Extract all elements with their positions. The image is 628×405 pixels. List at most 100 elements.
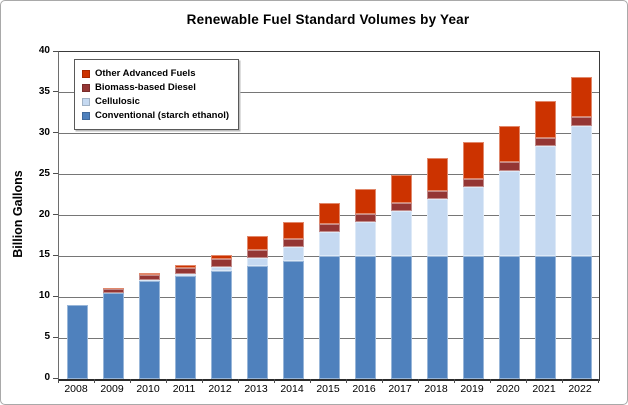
bar-segment: [534, 146, 556, 257]
y-tick-label: 15: [38, 249, 50, 261]
x-tick-label: 2015: [316, 383, 340, 395]
bar-2008: [66, 305, 88, 379]
bar-segment: [498, 170, 520, 257]
bar-segment: [390, 256, 412, 379]
x-tick-mark: [237, 379, 239, 383]
bar-2012: [210, 254, 232, 379]
bar-segment: [138, 273, 160, 275]
x-tick-mark: [597, 379, 599, 383]
bar-2018: [426, 158, 448, 379]
bar-segment: [138, 274, 160, 281]
bar-segment: [570, 117, 592, 126]
x-tick-label: 2009: [100, 383, 124, 395]
y-tick-mark: [53, 377, 58, 379]
bar-segment: [534, 101, 556, 138]
bar-segment: [426, 256, 448, 379]
x-tick-mark: [165, 379, 167, 383]
x-tick-mark: [453, 379, 455, 383]
x-tick-label: 2010: [136, 383, 160, 395]
bar-segment: [318, 256, 340, 379]
bar-segment: [210, 254, 232, 259]
x-tick-label: 2020: [496, 383, 520, 395]
x-tick-mark: [345, 379, 347, 383]
bar-segment: [354, 189, 376, 214]
x-tick-label: 2016: [352, 383, 376, 395]
bar-segment: [174, 274, 196, 276]
bar-segment: [390, 203, 412, 212]
y-tick-mark: [53, 50, 58, 52]
bar-segment: [174, 276, 196, 379]
legend: Other Advanced Fuels Biomass-based Diesel…: [74, 59, 240, 130]
x-tick-label: 2017: [388, 383, 412, 395]
bar-segment: [138, 280, 160, 281]
y-tick-label: 35: [38, 85, 50, 97]
x-tick-mark: [489, 379, 491, 383]
bar-segment: [174, 265, 196, 268]
x-tick-label: 2022: [568, 383, 592, 395]
bar-segment: [534, 256, 556, 379]
bar-segment: [210, 258, 232, 268]
bar-segment: [102, 289, 124, 294]
x-tick-mark: [561, 379, 563, 383]
legend-swatch-icon: [82, 83, 90, 92]
x-tick-label: 2012: [208, 383, 232, 395]
y-tick-mark: [53, 336, 58, 338]
x-tick-label: 2021: [532, 383, 556, 395]
x-tick-label: 2019: [460, 383, 484, 395]
bar-segment: [426, 158, 448, 192]
x-tick-label: 2011: [172, 383, 196, 395]
legend-swatch-icon: [82, 69, 90, 78]
bar-segment: [390, 211, 412, 257]
legend-item: Other Advanced Fuels: [82, 68, 229, 79]
x-tick-mark: [201, 379, 203, 383]
y-tick-label: 20: [38, 208, 50, 220]
bar-segment: [498, 256, 520, 379]
bar-segment: [462, 178, 484, 187]
bar-segment: [570, 125, 592, 257]
x-tick-label: 2018: [424, 383, 448, 395]
x-tick-mark: [417, 379, 419, 383]
bar-segment: [570, 256, 592, 379]
bar-segment: [390, 174, 412, 204]
bar-segment: [354, 213, 376, 222]
y-tick-label: 40: [38, 45, 50, 56]
bar-segment: [246, 258, 268, 267]
bar-segment: [246, 235, 268, 250]
legend-item: Biomass-based Diesel: [82, 82, 229, 93]
bar-segment: [318, 203, 340, 224]
bar-segment: [570, 76, 592, 118]
bar-segment: [462, 141, 484, 179]
bar-segment: [138, 280, 160, 379]
bar-segment: [102, 288, 124, 290]
bar-2013: [246, 235, 268, 379]
y-tick-mark: [53, 173, 58, 175]
x-tick-mark: [93, 379, 95, 383]
gridline-35: [59, 92, 599, 94]
bar-segment: [210, 267, 232, 272]
bar-2011: [174, 265, 196, 379]
legend-label: Cellulosic: [95, 96, 140, 107]
x-tick-label: 2014: [280, 383, 304, 395]
legend-label: Biomass-based Diesel: [95, 82, 196, 93]
x-tick-mark: [309, 379, 311, 383]
bar-segment: [426, 199, 448, 257]
chart-title: Renewable Fuel Standard Volumes by Year: [186, 12, 470, 27]
x-tick-mark: [129, 379, 131, 383]
legend-swatch-icon: [82, 97, 90, 106]
bar-segment: [282, 261, 304, 379]
bar-segment: [102, 293, 124, 379]
bar-segment: [246, 249, 268, 259]
bar-segment: [354, 221, 376, 257]
x-tick-mark: [57, 379, 59, 383]
bar-2009: [102, 288, 124, 379]
bar-segment: [498, 125, 520, 163]
x-tick-mark: [525, 379, 527, 383]
legend-swatch-icon: [82, 111, 90, 120]
bar-2014: [282, 222, 304, 379]
bar-segment: [426, 191, 448, 200]
bar-2016: [354, 189, 376, 379]
bar-segment: [246, 266, 268, 379]
y-tick-mark: [53, 295, 58, 297]
x-tick-label: 2008: [64, 383, 88, 395]
y-tick-label: 10: [38, 290, 50, 302]
